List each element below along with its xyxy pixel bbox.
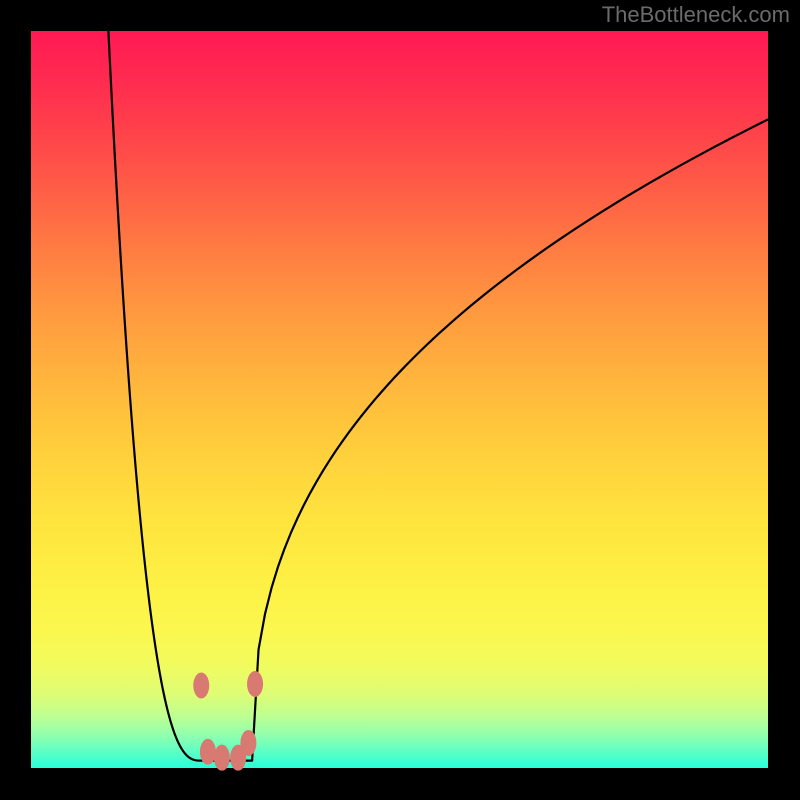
watermark-text: TheBottleneck.com <box>602 2 790 28</box>
marker-dot <box>247 671 263 697</box>
marker-dot <box>193 672 209 698</box>
chart-svg <box>0 0 800 800</box>
plot-background <box>31 31 768 768</box>
marker-dot <box>240 730 256 756</box>
marker-dot <box>214 745 230 771</box>
chart-container: TheBottleneck.com <box>0 0 800 800</box>
marker-dot <box>200 739 216 765</box>
